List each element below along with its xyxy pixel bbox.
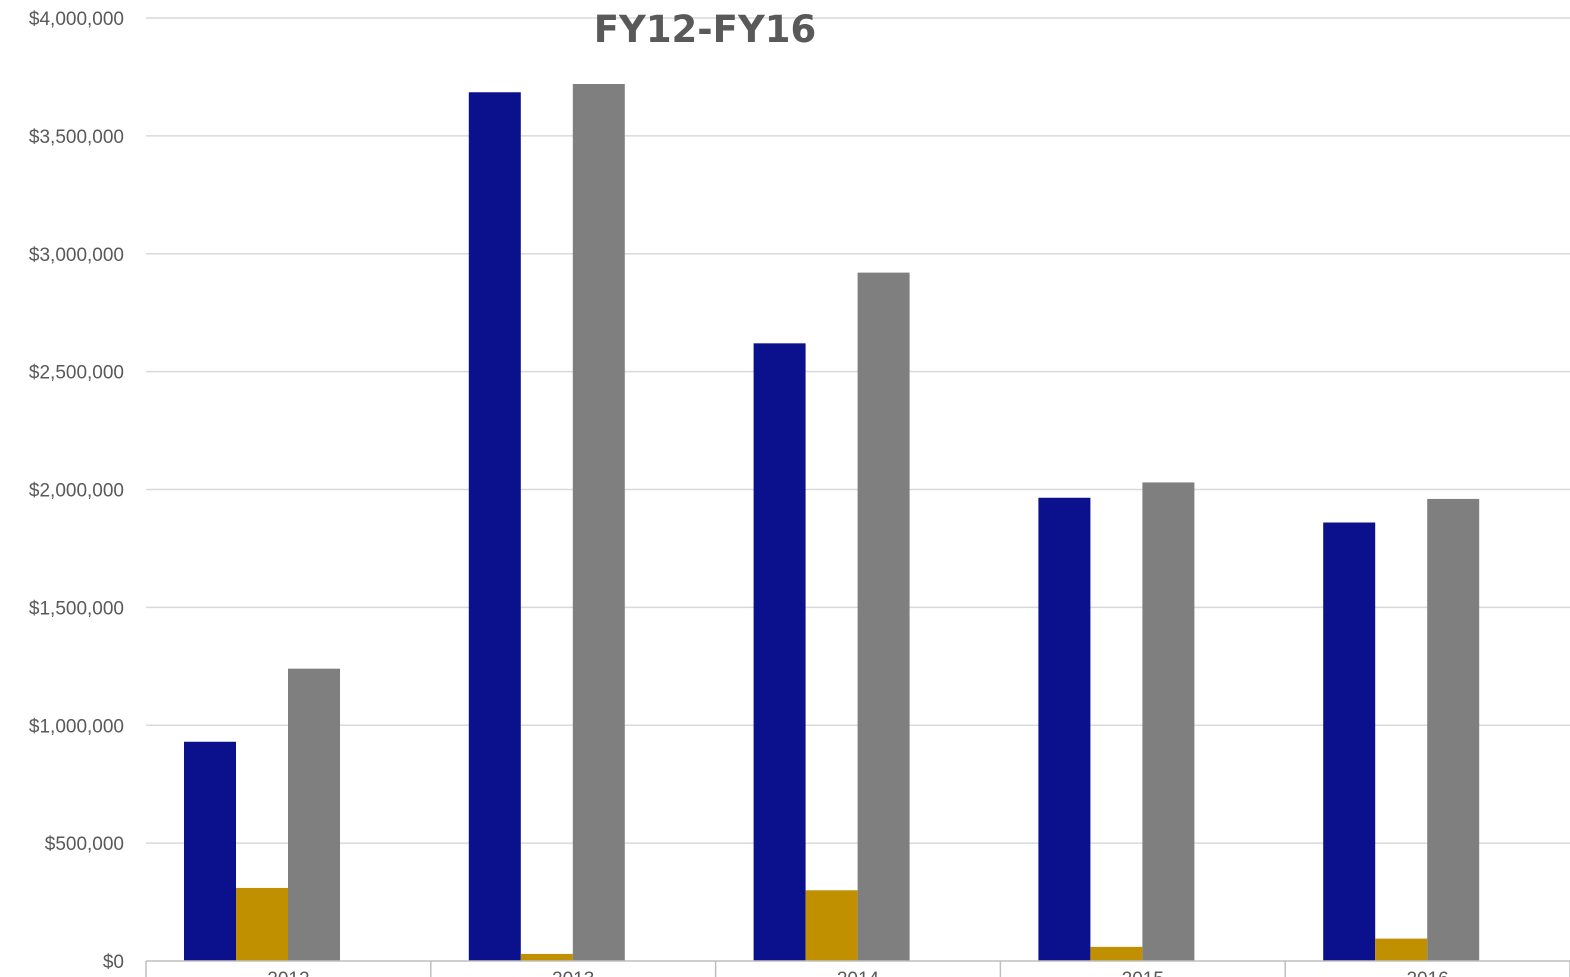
y-tick-label: $1,000,000 [29, 716, 124, 737]
bar-2012-series-3 [288, 669, 340, 961]
bar-2015-series-2 [1090, 947, 1142, 961]
y-tick-label: $500,000 [45, 834, 124, 855]
bar-2013-series-2 [521, 954, 573, 961]
bar-2015-series-1 [1038, 498, 1090, 961]
y-tick-label: $0 [103, 952, 124, 973]
bar-2013-series-3 [573, 84, 625, 961]
bars [184, 84, 1479, 961]
bar-2012-series-1 [184, 742, 236, 961]
y-axis-tick-labels: $0 $500,000 $1,000,000 $1,500,000 $2,000,000… [29, 9, 124, 973]
bar-2014-series-3 [858, 273, 910, 961]
bar-2015-series-3 [1142, 482, 1194, 961]
chart-title: FY12-FY16 [594, 8, 816, 51]
bar-2014-series-2 [806, 890, 858, 961]
x-axis: 2012 2013 2014 2015 2016 [146, 961, 1570, 977]
x-tick-label: 2016 [1406, 969, 1448, 977]
x-tick-label: 2012 [267, 969, 309, 977]
bar-2013-series-1 [469, 92, 521, 961]
bar-2016-series-1 [1323, 523, 1375, 961]
y-tick-label: $1,500,000 [29, 598, 124, 619]
x-tick-label: 2013 [552, 969, 594, 977]
x-tick-label: 2014 [837, 969, 880, 977]
y-tick-label: $3,500,000 [29, 127, 124, 148]
bar-2016-series-2 [1375, 939, 1427, 961]
y-tick-label: $4,000,000 [29, 9, 124, 30]
y-tick-label: $3,000,000 [29, 245, 124, 266]
y-tick-label: $2,500,000 [29, 363, 124, 384]
bar-2012-series-2 [236, 888, 288, 961]
bar-2016-series-3 [1427, 499, 1479, 961]
y-tick-label: $2,000,000 [29, 481, 124, 502]
x-tick-label: 2015 [1122, 969, 1164, 977]
bar-2014-series-1 [754, 343, 806, 961]
